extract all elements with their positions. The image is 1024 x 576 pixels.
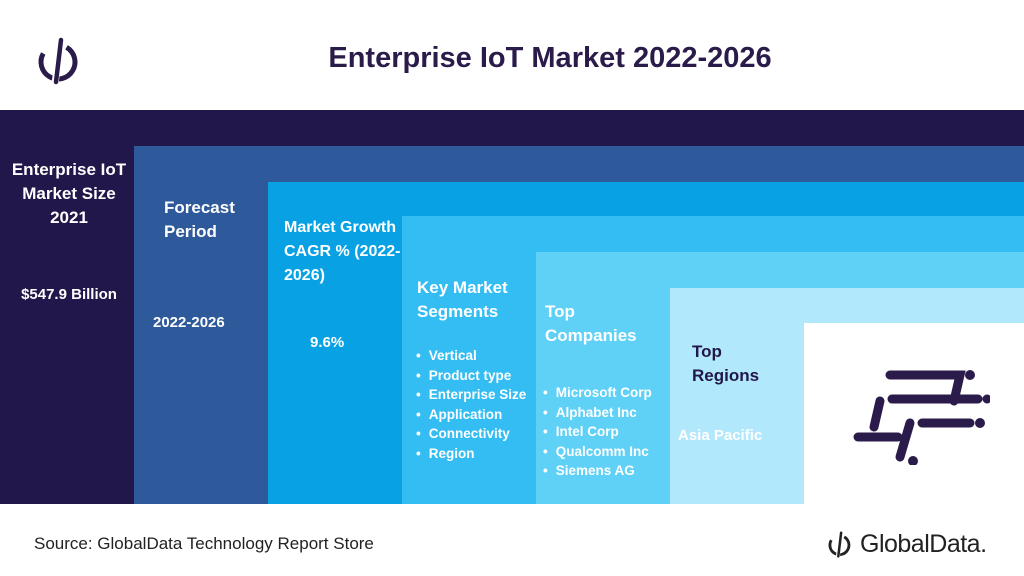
- list-item: Product type: [416, 366, 526, 386]
- forecast-label: Forecast Period: [164, 198, 235, 241]
- brand-logo: GlobalData.: [826, 526, 987, 562]
- regions-value: Asia Pacific: [678, 427, 763, 444]
- regions-label: Top Regions: [692, 342, 760, 385]
- list-item: Region: [416, 444, 526, 464]
- list-item: Vertical: [416, 346, 526, 366]
- list-item: Alphabet Inc: [543, 403, 652, 423]
- graphic-panel: [804, 323, 1024, 504]
- list-item: Qualcomm Inc: [543, 442, 652, 462]
- source-note: Source: GlobalData Technology Report Sto…: [34, 534, 374, 553]
- segments-list: Vertical Product type Enterprise Size Ap…: [416, 346, 527, 464]
- brand-name: GlobalData.: [860, 529, 987, 558]
- market-size-value: $547.9 Billion: [21, 286, 117, 303]
- page-title: Enterprise IoT Market 2022-2026: [328, 42, 772, 74]
- cagr-value: 9.6%: [310, 334, 345, 351]
- cagr-label: Market Growth CAGR % (2022-2026): [284, 219, 401, 284]
- companies-label: Top Companies: [545, 302, 637, 345]
- globaldata-logo-icon: [828, 531, 851, 558]
- list-item: Siemens AG: [543, 461, 652, 481]
- market-size-label: Enterprise IoT Market Size 2021: [11, 160, 127, 227]
- list-item: Enterprise Size: [416, 385, 527, 405]
- iot-circuit-icon: [853, 370, 990, 465]
- list-item: Connectivity: [416, 424, 526, 444]
- list-item: Microsoft Corp: [543, 383, 652, 403]
- companies-list: Microsoft Corp Alphabet Inc Intel Corp Q…: [543, 383, 652, 481]
- list-item: Intel Corp: [543, 422, 652, 442]
- forecast-value: 2022-2026: [153, 314, 225, 331]
- list-item: Application: [416, 405, 526, 425]
- segments-label: Key Market Segments: [417, 278, 508, 321]
- globaldata-logo-icon: [38, 37, 78, 85]
